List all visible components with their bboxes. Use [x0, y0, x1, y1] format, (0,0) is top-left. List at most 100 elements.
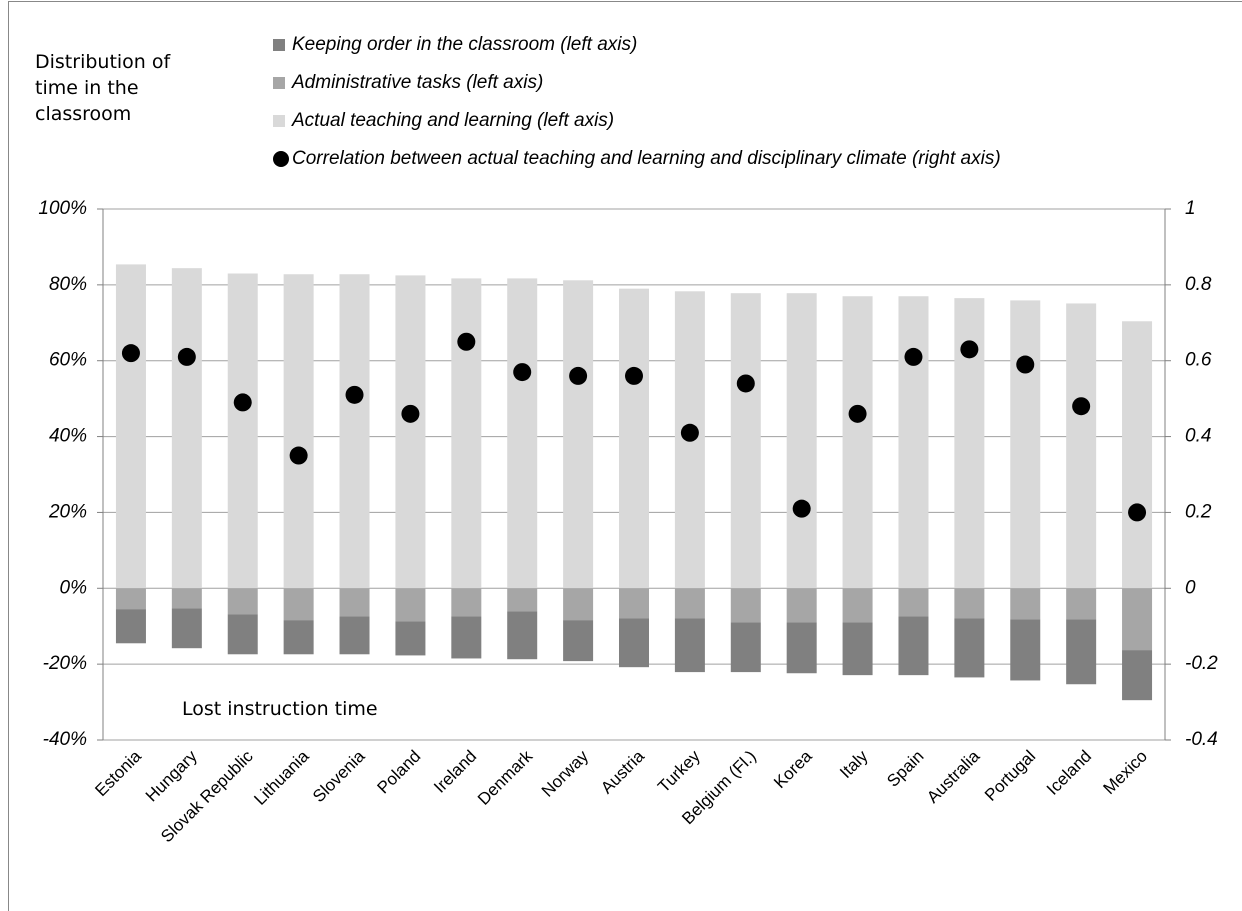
bar: [954, 588, 985, 619]
bar: [283, 274, 314, 589]
bar: [395, 275, 426, 589]
y2-tick-label: -0.2: [1185, 653, 1218, 674]
bar: [451, 588, 482, 617]
bar: [339, 588, 370, 617]
bar: [1122, 321, 1153, 589]
y2-tick-label: 1: [1185, 198, 1196, 219]
x-tick-label: Italy: [836, 746, 872, 782]
bar: [786, 293, 817, 589]
bar: [730, 622, 761, 673]
legend-label: Correlation between actual teaching and …: [292, 148, 1001, 169]
bar: [451, 616, 482, 659]
y2-tick-label: 0: [1185, 577, 1196, 598]
x-tick-label: Spain: [883, 747, 927, 791]
point: [121, 344, 140, 363]
bar: [339, 274, 370, 589]
bar: [563, 280, 594, 589]
point: [1072, 397, 1091, 416]
x-tick-label: Denmark: [474, 746, 537, 809]
point: [904, 347, 923, 366]
y2-tick-label: 0.2: [1185, 501, 1212, 522]
bar: [730, 588, 761, 623]
bar: [507, 278, 538, 589]
bar: [171, 608, 202, 649]
bar: [283, 588, 314, 621]
x-tick-label: Turkey: [654, 746, 704, 796]
bar: [171, 268, 202, 589]
bar: [1010, 588, 1041, 620]
bar: [115, 609, 146, 644]
bar: [227, 588, 258, 615]
bar: [842, 622, 873, 676]
bar: [954, 618, 985, 678]
y2-tick-label: 0.4: [1185, 426, 1211, 447]
y2-tick-label: 0.8: [1185, 274, 1212, 295]
y-tick-label: -20%: [43, 653, 87, 674]
point: [457, 332, 476, 351]
bar: [283, 620, 314, 655]
x-tick-label: Poland: [374, 747, 425, 798]
bar: [619, 618, 649, 668]
point: [625, 366, 643, 385]
bar: [898, 588, 929, 617]
point: [401, 404, 420, 423]
bar: [674, 618, 705, 673]
point: [233, 393, 252, 412]
x-tick-label: Estonia: [91, 746, 145, 800]
legend-label: Keeping order in the classroom (left axi…: [292, 34, 637, 55]
x-tick-label: Slovenia: [309, 746, 369, 806]
point: [680, 423, 699, 442]
bar: [1066, 588, 1097, 620]
bar: [1122, 650, 1153, 701]
y-tick-label: 100%: [38, 198, 87, 219]
bar: [115, 588, 146, 610]
point: [848, 404, 867, 423]
annotation: Distribution of time in the classroom: [35, 51, 171, 125]
point: [1128, 503, 1147, 522]
y2-tick-label: -0.4: [1185, 729, 1218, 750]
point: [960, 340, 979, 359]
bar: [619, 288, 649, 589]
bar: [842, 296, 873, 589]
bar: [898, 296, 929, 589]
x-tick-label: Iceland: [1043, 747, 1095, 799]
bar: [507, 588, 538, 612]
bar: [842, 588, 873, 623]
x-tick-label: Ireland: [430, 747, 480, 797]
bar: [1066, 303, 1097, 589]
point: [289, 446, 308, 465]
x-tick-label: Norway: [538, 746, 593, 801]
point: [345, 385, 364, 404]
x-tick-label: Korea: [770, 746, 816, 792]
bar: [395, 588, 426, 622]
x-tick-label: Australia: [923, 746, 984, 807]
y-tick-label: 40%: [49, 426, 87, 447]
bar: [786, 622, 817, 674]
legend-swatch: [273, 77, 285, 89]
legend-label: Administrative tasks (left axis): [291, 72, 543, 93]
bar: [1066, 619, 1097, 685]
y-tick-label: 0%: [60, 577, 88, 598]
bar: [115, 264, 146, 589]
bar: [674, 588, 705, 619]
annotation: Lost instruction time: [182, 698, 378, 720]
bar: [507, 611, 538, 660]
point: [513, 363, 532, 382]
frame: [8, 1, 1242, 911]
x-tick-label: Mexico: [1100, 747, 1152, 799]
point: [736, 374, 755, 393]
bar: [1122, 588, 1153, 651]
bar: [619, 588, 649, 619]
x-tick-label: Lithuania: [250, 746, 313, 809]
y2-tick-label: 0.6: [1185, 350, 1212, 371]
bar: [451, 278, 482, 589]
bar: [1010, 300, 1041, 589]
legend-swatch: [273, 151, 289, 167]
y-tick-label: -40%: [43, 729, 87, 750]
legend-swatch: [273, 115, 285, 127]
point: [1016, 355, 1035, 374]
point: [792, 499, 811, 518]
x-tick-label: Portugal: [981, 747, 1039, 805]
